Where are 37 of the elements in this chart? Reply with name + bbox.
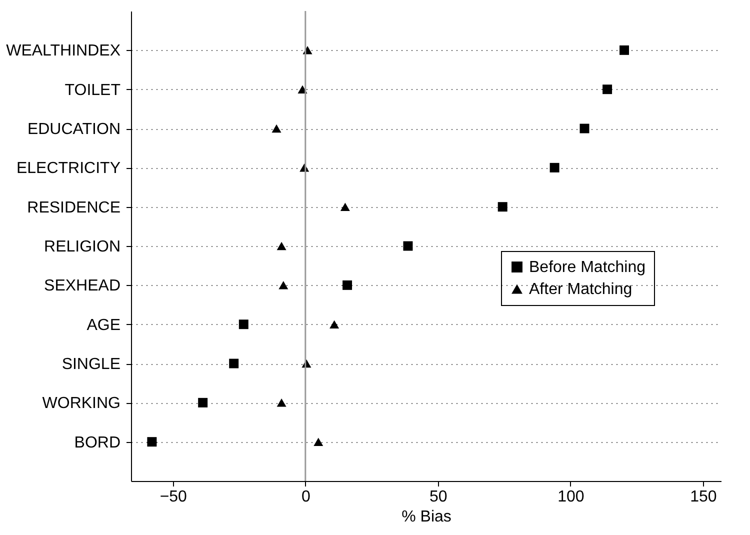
x-tick-label: −50	[160, 488, 188, 506]
point	[602, 84, 612, 94]
y-tick-label: TOILET	[64, 82, 121, 99]
y-tick-label: SEXHEAD	[44, 278, 120, 295]
y-tick-label: EDUCATION	[27, 121, 120, 138]
point	[403, 241, 413, 251]
point	[276, 398, 286, 407]
y-tick-label: RESIDENCE	[27, 199, 120, 216]
y-tick-label: RELIGION	[44, 238, 120, 256]
legend-label: Before Matching	[529, 259, 646, 276]
point	[238, 320, 248, 330]
y-tick-label: BORD	[74, 434, 120, 452]
point	[580, 124, 590, 134]
point	[147, 437, 157, 447]
point	[314, 438, 324, 446]
point	[272, 124, 282, 133]
point	[229, 358, 239, 368]
x-axis-title: % Bias	[402, 508, 452, 526]
y-tick-label: ELECTRICITY	[16, 160, 121, 178]
y-tick-label: WORKING	[42, 395, 120, 412]
point	[278, 281, 288, 290]
point	[342, 280, 352, 290]
point	[276, 242, 286, 250]
legend-label: After Matching	[529, 281, 632, 298]
point	[620, 45, 629, 55]
point	[340, 202, 350, 211]
point	[550, 162, 560, 172]
y-tick-label: AGE	[86, 316, 120, 334]
y-tick-label: SINGLE	[62, 356, 120, 373]
x-tick-label: 50	[430, 488, 448, 506]
point	[330, 320, 340, 328]
x-tick-label: 0	[301, 488, 310, 506]
x-tick-label: 150	[690, 488, 717, 506]
x-tick-label: 100	[558, 488, 584, 506]
point	[198, 398, 208, 408]
point	[498, 202, 508, 212]
y-tick-label: WEALTHINDEX	[6, 42, 121, 60]
